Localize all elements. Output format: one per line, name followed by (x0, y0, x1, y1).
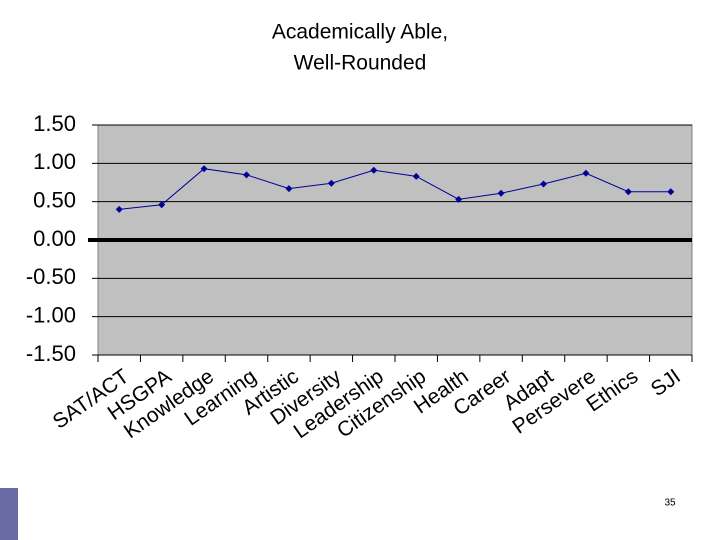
data-point (624, 188, 632, 196)
slide-number: 35 (664, 498, 676, 509)
data-point (370, 166, 378, 174)
y-tick-label: 0.50 (33, 187, 76, 212)
chart-title: Well-Rounded (294, 52, 427, 75)
data-point (455, 195, 463, 203)
data-point (497, 189, 505, 197)
slide-accent-bar (0, 488, 18, 540)
y-tick-label: 1.00 (33, 149, 76, 174)
data-point (582, 169, 590, 177)
y-tick-label: -1.50 (26, 341, 76, 366)
data-point (412, 172, 420, 180)
data-point (158, 201, 166, 209)
data-point (540, 180, 547, 188)
series-line (119, 168, 671, 210)
y-tick-label: -0.50 (26, 264, 76, 289)
data-point (285, 185, 293, 193)
x-tick-label: SJI (647, 365, 685, 401)
data-point (667, 188, 675, 196)
chart-title: Academically Able, (272, 21, 448, 44)
data-point (243, 171, 250, 179)
data-point (115, 205, 123, 213)
y-tick-label: -1.00 (26, 302, 76, 327)
data-point (327, 179, 335, 187)
y-tick-label: 0.00 (33, 226, 76, 251)
data-point (200, 165, 208, 173)
y-tick-label: 1.50 (33, 111, 76, 136)
